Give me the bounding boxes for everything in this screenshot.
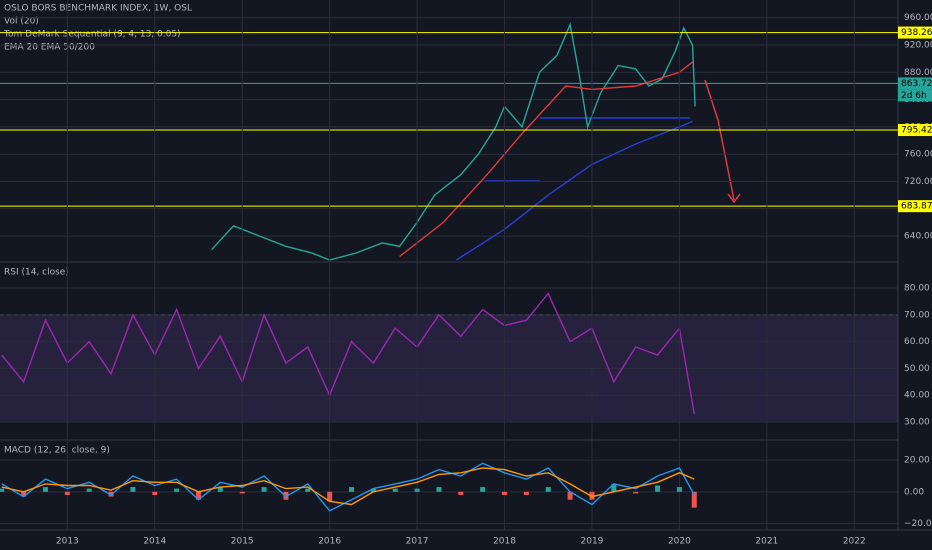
histogram-bar [392, 488, 398, 492]
histogram-bar [633, 491, 639, 494]
y-tick-label: 960.00 [904, 13, 932, 23]
y-tick-label: 60.00 [904, 337, 930, 347]
y-tick-label: 70.00 [904, 310, 930, 320]
price-level-tag [898, 124, 932, 137]
y-tick-label: 760.00 [904, 150, 932, 160]
series-line [1, 467, 695, 506]
histogram-bar [502, 491, 508, 495]
series-line [211, 22, 696, 261]
histogram-bar [152, 491, 158, 495]
histogram-bar [174, 488, 180, 492]
series-line [1, 462, 695, 512]
histogram-bar [458, 491, 464, 495]
countdown-label: 2d 6h [901, 91, 927, 101]
y-tick-label: 80.00 [904, 284, 930, 294]
countdown-tag [898, 89, 932, 102]
price-level-tag [898, 26, 932, 39]
histogram-bar [523, 491, 529, 495]
x-tick-label: 2016 [318, 537, 341, 547]
y-tick-label: 30.00 [904, 418, 930, 428]
indicator-label: EMA 20 EMA 50/200 [4, 43, 95, 53]
histogram-bar [327, 491, 333, 502]
histogram-bar [349, 487, 355, 492]
price-level-label: 863.72 [901, 79, 932, 89]
y-tick-label: 920.00 [904, 41, 932, 51]
histogram-bar [676, 487, 682, 492]
series-line [1, 292, 695, 415]
price-level-tag [898, 200, 932, 213]
y-tick-label: 20.00 [904, 456, 930, 466]
price-level-label: 938.26 [901, 28, 932, 38]
x-tick-label: 2019 [581, 537, 604, 547]
histogram-bar [480, 487, 486, 492]
y-tick-label: 40.00 [904, 391, 930, 401]
histogram-bar [305, 488, 311, 492]
y-tick-label: 720.00 [904, 177, 932, 187]
histogram-bar [545, 487, 551, 492]
y-tick-label: 0.00 [904, 487, 924, 497]
histogram-bar [21, 491, 27, 497]
histogram-bar [691, 491, 697, 508]
histogram-bar [217, 487, 223, 492]
x-tick-label: 2015 [231, 537, 254, 547]
x-tick-label: 2022 [843, 537, 866, 547]
histogram-bar [0, 488, 5, 492]
histogram-bar [436, 487, 442, 492]
x-tick-label: 2021 [755, 537, 778, 547]
x-tick-label: 2014 [143, 537, 166, 547]
x-tick-label: 2017 [406, 537, 429, 547]
y-tick-label: −20.00 [904, 519, 932, 529]
indicator-label: MACD (12, 26, close, 9) [4, 446, 110, 456]
histogram-bar [130, 487, 136, 492]
projection-arrow [704, 79, 735, 201]
histogram-bar [655, 485, 661, 492]
histogram-bar [414, 488, 420, 492]
y-tick-label: 880.00 [904, 68, 932, 78]
histogram-bar [64, 491, 70, 495]
y-tick-label: 50.00 [904, 364, 930, 374]
price-level-tag [898, 77, 932, 90]
histogram-bar [611, 483, 617, 492]
x-tick-label: 2020 [668, 537, 691, 547]
histogram-bar [239, 491, 245, 494]
histogram-bar [86, 488, 92, 492]
price-level-label: 795.42 [901, 126, 932, 136]
price-level-label: 683.87 [901, 202, 932, 212]
histogram-bar [195, 491, 201, 500]
histogram-bar [370, 488, 376, 492]
chart-title: OSLO BORS BENCHMARK INDEX, 1W, OSL [4, 4, 192, 14]
indicator-label: RSI (14, close) [4, 268, 69, 278]
x-tick-label: 2018 [493, 537, 516, 547]
histogram-bar [567, 491, 573, 500]
x-tick-label: 2013 [56, 537, 79, 547]
y-tick-label: 640.00 [904, 232, 932, 242]
indicator-label: Tom DeMark Sequential (9, 4, 13, 0.05) [3, 30, 181, 40]
histogram-bar [42, 487, 48, 492]
histogram-bar [261, 487, 267, 492]
indicator-label: Vol (20) [4, 17, 39, 27]
projection-arrowhead [727, 193, 741, 204]
